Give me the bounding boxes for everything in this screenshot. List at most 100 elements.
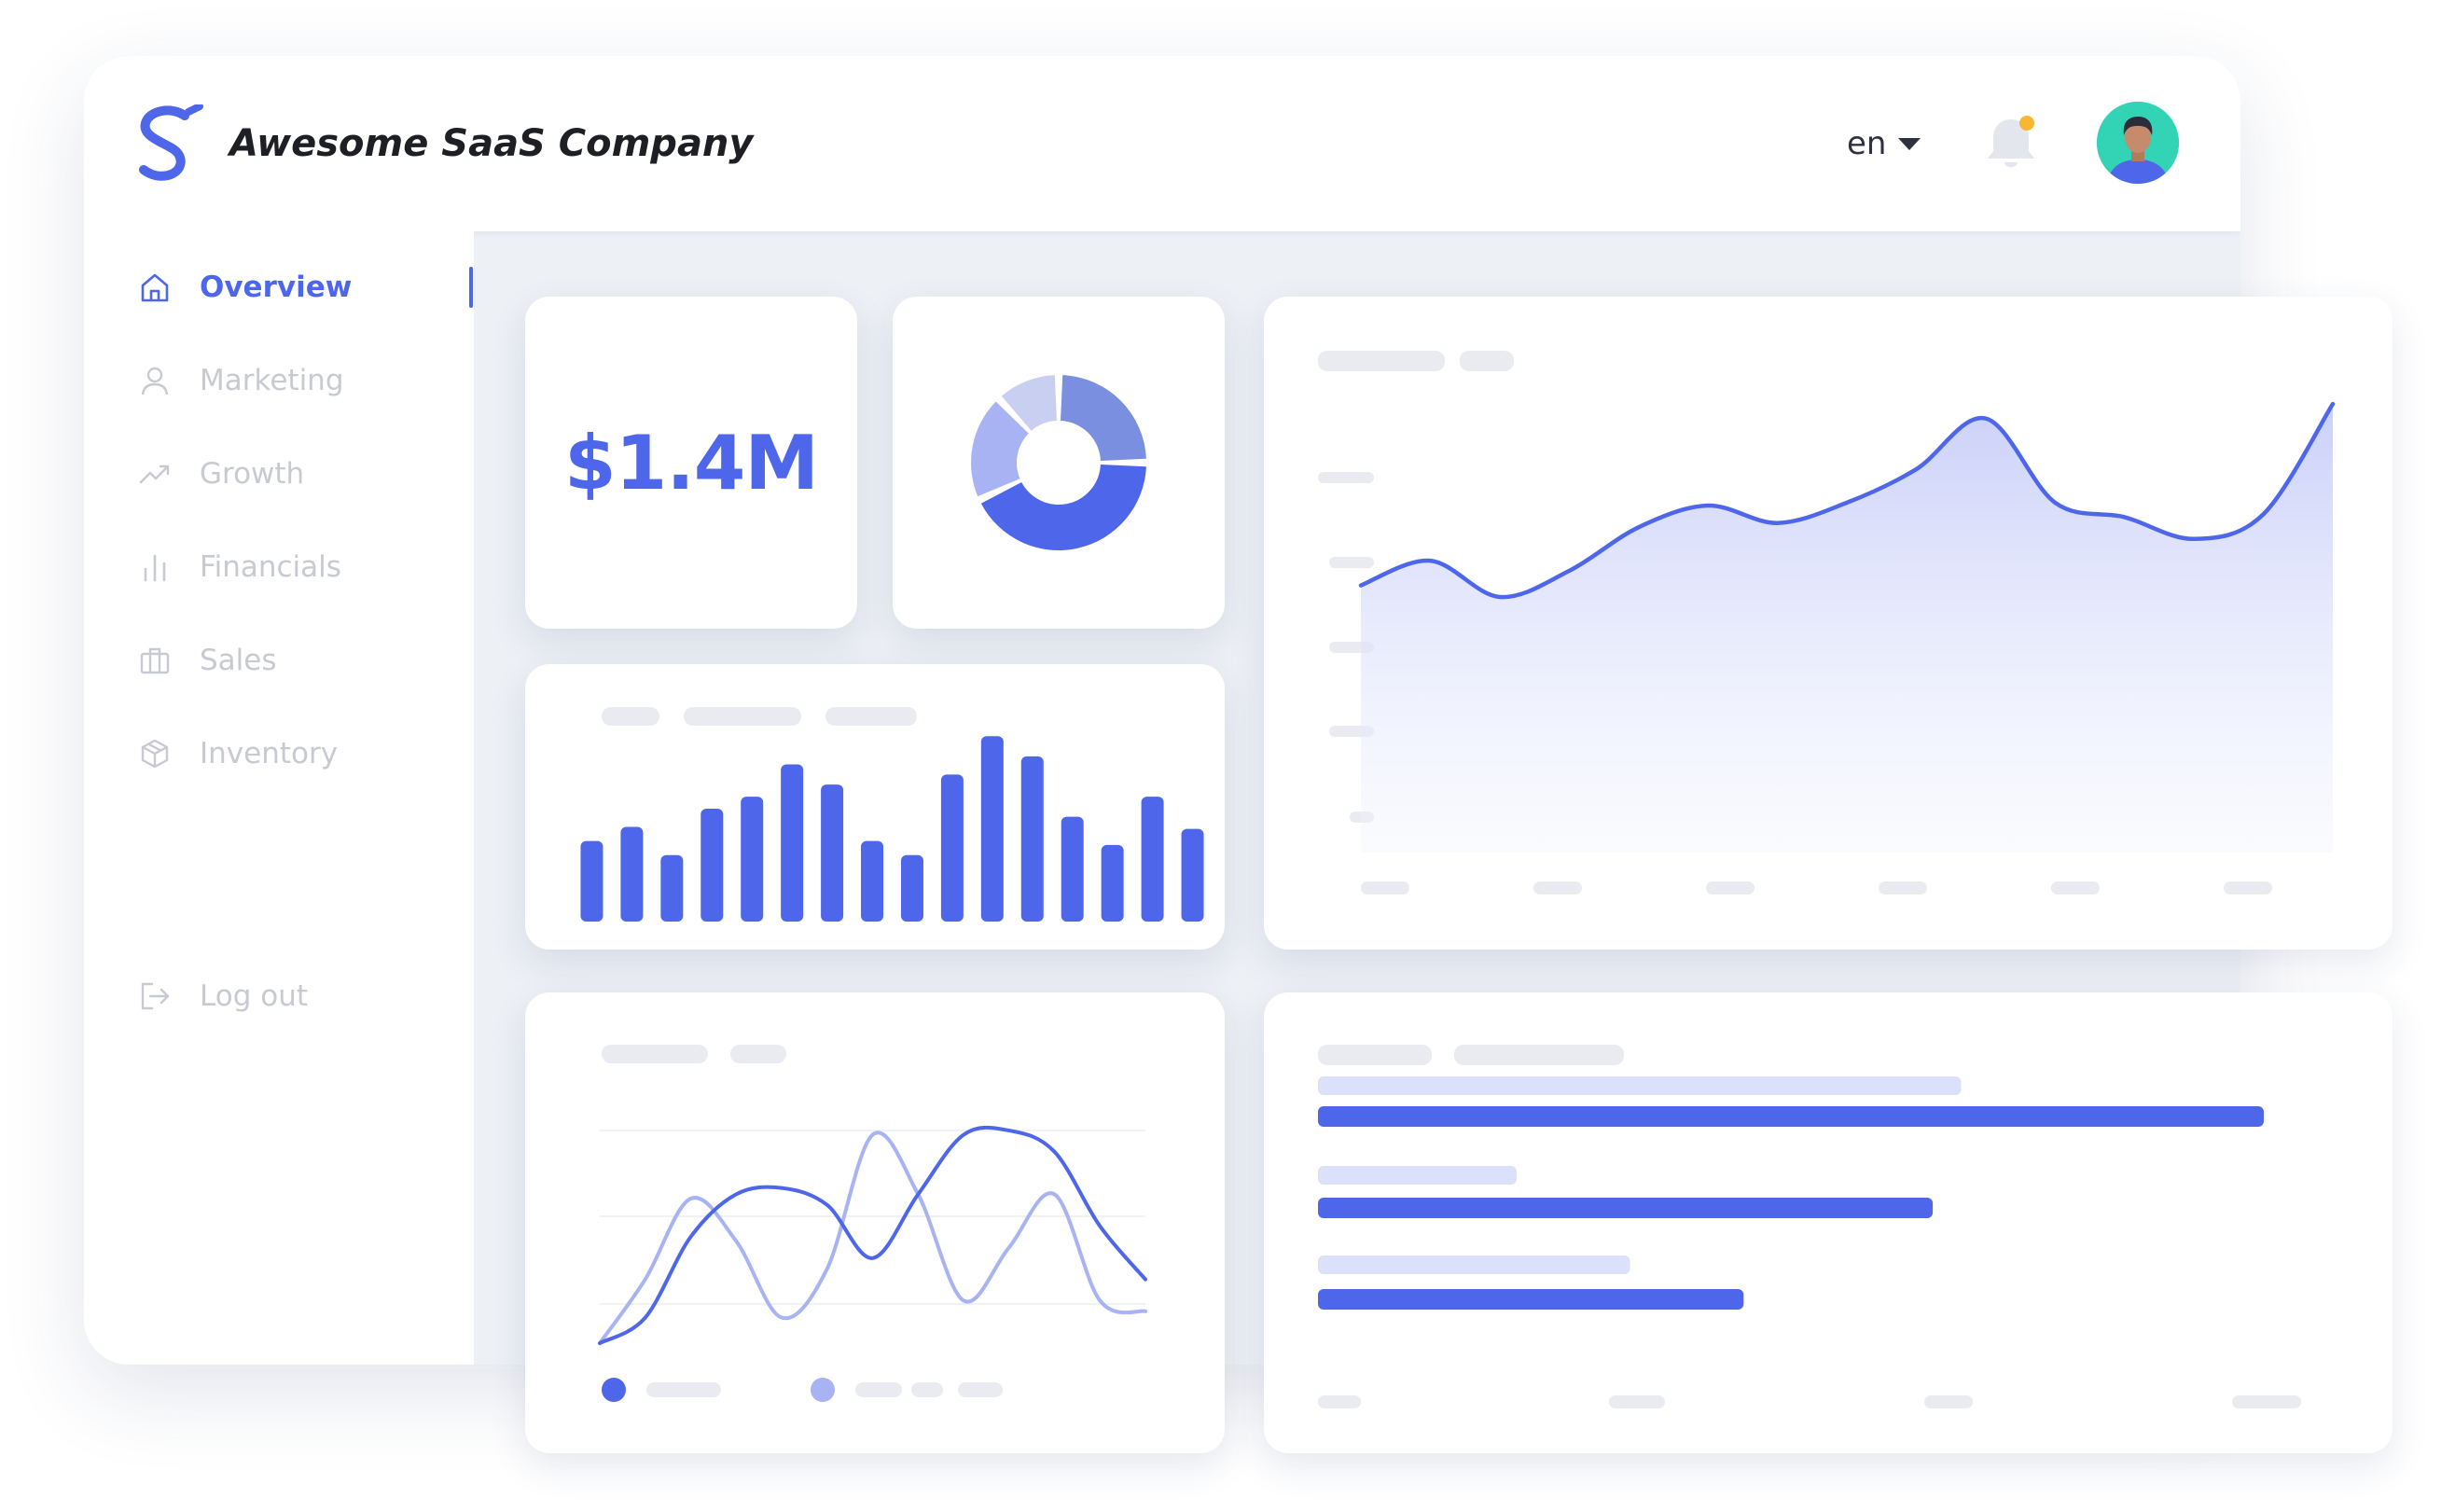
bar <box>821 784 844 922</box>
logout-label: Log out <box>200 979 308 1013</box>
placeholder-tick <box>1609 1395 1665 1408</box>
bell-icon[interactable] <box>1977 110 2045 177</box>
primary-bar <box>1318 1289 1744 1310</box>
user-icon <box>136 362 173 399</box>
trending-up-icon <box>136 455 173 492</box>
donut-card[interactable] <box>893 297 1225 629</box>
placeholder-label <box>958 1382 1003 1397</box>
bar-chart <box>580 736 1204 922</box>
placeholder-label <box>1454 1045 1624 1065</box>
briefcase-icon <box>136 642 173 679</box>
bar-chart-icon <box>136 548 173 586</box>
x-tick-placeholder <box>1879 881 1927 895</box>
area-fill <box>1361 404 2333 853</box>
bar <box>900 854 923 922</box>
series-line <box>598 1131 1147 1345</box>
s-logo-icon[interactable] <box>131 104 205 183</box>
bar <box>940 774 964 922</box>
sidebar-item-overview[interactable]: Overview <box>136 259 352 315</box>
avatar[interactable] <box>2097 102 2179 184</box>
bar <box>620 826 644 922</box>
sidebar-item-label: Marketing <box>200 364 344 397</box>
area-line <box>1358 401 2336 600</box>
x-tick-placeholder <box>2224 881 2272 895</box>
donut-chart <box>971 375 1146 550</box>
x-tick-placeholder <box>1706 881 1754 895</box>
sidebar-item-growth[interactable]: Growth <box>136 446 304 502</box>
placeholder-label <box>825 707 917 726</box>
secondary-bar <box>1318 1076 1962 1095</box>
bar <box>741 797 764 922</box>
donut-slice <box>980 465 1146 550</box>
bar <box>861 840 884 922</box>
bar <box>1061 816 1084 922</box>
sidebar-item-label: Inventory <box>200 737 339 770</box>
primary-bar <box>1318 1106 2264 1127</box>
secondary-bar <box>1318 1255 1630 1274</box>
top-bar: Awesome SaaS Company en <box>84 56 2240 231</box>
legend-dot <box>811 1378 835 1402</box>
placeholder-tick <box>1318 1395 1361 1408</box>
sidebar: Overview Marketing Growth Financials Sal <box>84 231 474 1365</box>
placeholder-label <box>602 1045 708 1063</box>
avatar-icon <box>2097 102 2179 184</box>
sidebar-item-label: Growth <box>200 457 305 491</box>
kpi-card[interactable]: $1.4M <box>525 297 857 629</box>
bar <box>580 840 603 922</box>
home-icon <box>136 269 173 306</box>
placeholder-label <box>1460 351 1514 371</box>
caret-down-icon <box>1898 138 1921 150</box>
secondary-bar <box>1318 1166 1517 1185</box>
x-tick-placeholder <box>2051 881 2100 895</box>
active-indicator <box>469 267 473 308</box>
y-tick-placeholder <box>1329 557 1374 568</box>
bar <box>700 809 724 922</box>
line-chart-card[interactable] <box>525 992 1225 1453</box>
placeholder-label <box>602 707 659 726</box>
sidebar-item-financials[interactable]: Financials <box>136 539 341 595</box>
sidebar-item-label: Sales <box>200 644 277 677</box>
bar <box>660 854 684 922</box>
sidebar-item-label: Overview <box>200 270 353 304</box>
sidebar-item-sales[interactable]: Sales <box>136 632 277 688</box>
logout-button[interactable]: Log out <box>136 968 308 1024</box>
bar <box>980 736 1004 922</box>
placeholder-tick <box>2232 1395 2301 1408</box>
placeholder-label <box>1318 351 1445 371</box>
bar <box>1101 844 1124 922</box>
bar <box>1020 756 1044 922</box>
line-chart <box>598 1125 1147 1345</box>
language-selector[interactable]: en <box>1847 118 1921 170</box>
box-icon <box>136 735 173 772</box>
donut-slice <box>971 401 1029 497</box>
area-chart-card[interactable] <box>1264 297 2392 950</box>
placeholder-label <box>855 1382 902 1397</box>
sidebar-item-label: Financials <box>200 550 341 584</box>
legend-dot <box>602 1378 626 1402</box>
primary-bar <box>1318 1198 1934 1218</box>
bar-chart-card[interactable] <box>525 664 1225 950</box>
kpi-value: $1.4M <box>564 419 819 506</box>
logout-icon <box>136 978 173 1015</box>
sidebar-item-marketing[interactable]: Marketing <box>136 353 344 409</box>
y-tick-placeholder <box>1318 472 1374 483</box>
x-tick-placeholder <box>1361 881 1409 895</box>
bar <box>1141 797 1164 922</box>
bar <box>781 764 804 922</box>
placeholder-label <box>684 707 801 726</box>
brand-name: Awesome SaaS Company <box>229 122 754 165</box>
placeholder-label <box>911 1382 943 1397</box>
horizontal-bar-card[interactable] <box>1264 992 2392 1453</box>
series-line <box>598 1125 1147 1345</box>
placeholder-label <box>646 1382 721 1397</box>
language-value: en <box>1847 125 1887 162</box>
area-chart <box>1318 401 2336 895</box>
sidebar-item-inventory[interactable]: Inventory <box>136 726 338 782</box>
bar <box>1181 828 1204 922</box>
donut-slice <box>1061 375 1146 461</box>
donut-slice <box>1001 375 1057 431</box>
placeholder-label <box>1318 1045 1432 1065</box>
notification-dot <box>2019 116 2034 131</box>
placeholder-tick <box>1924 1395 1973 1408</box>
placeholder-label <box>730 1045 786 1063</box>
